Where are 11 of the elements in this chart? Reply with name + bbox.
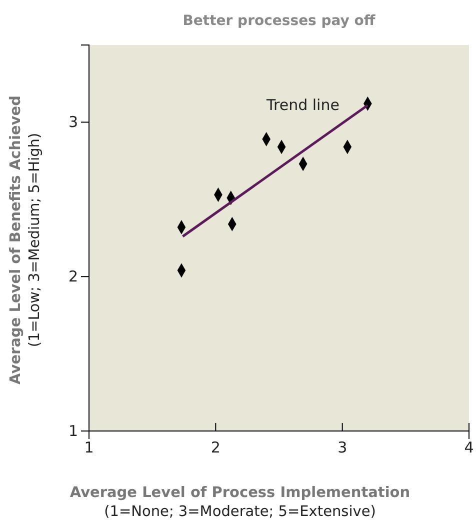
- chart-title: Better processes pay off: [182, 13, 376, 29]
- y-axis-title: Average Level of Benefits Achieved (1=Low; 3=Medium; 5=High): [8, 96, 43, 384]
- annotation: Trend line: [266, 96, 340, 114]
- x-tick-label: 4: [464, 438, 474, 457]
- y-tick-label: 2: [68, 267, 78, 286]
- y-tick-label: 1: [68, 422, 78, 440]
- x-axis-title: Average Level of Process Implementation (1=None; 3=Moderate; 5=Extensive): [70, 485, 410, 520]
- y-tick-label: 3: [68, 113, 78, 131]
- x-tick-label: 2: [210, 438, 220, 457]
- x-tick-label: 3: [338, 438, 348, 457]
- x-tick-label: 1: [84, 438, 94, 457]
